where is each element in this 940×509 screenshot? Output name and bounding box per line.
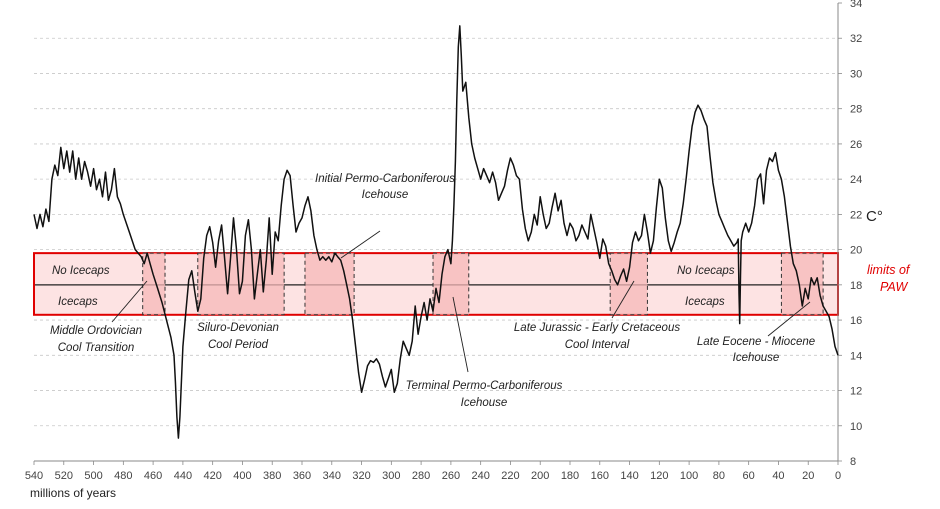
y-tick-label: 30: [850, 68, 862, 80]
paw-label-line-1: limits of: [867, 263, 911, 277]
icecaps-label-right: Icecaps: [685, 296, 725, 308]
x-tick-label: 500: [84, 470, 102, 482]
interval-label: Cool Interval: [565, 339, 630, 351]
x-tick-label: 440: [174, 470, 192, 482]
x-tick-label: 280: [412, 470, 430, 482]
cool-interval-fill: [142, 253, 166, 315]
x-tick-label: 220: [501, 470, 519, 482]
x-tick-label: 480: [114, 470, 132, 482]
interval-label: Icehouse: [733, 352, 780, 364]
y-tick-label: 32: [850, 33, 862, 45]
interval-label: Middle Ordovician: [50, 325, 142, 337]
axes: 8 10 12 14 16 18 20 22 24 26 28 30 32 34 540 520 500 480 4…: [25, 0, 862, 482]
x-tick-label: 300: [382, 470, 400, 482]
interval-label: Late Jurassic - Early Cretaceous: [514, 322, 680, 334]
x-tick-label: 0: [835, 470, 841, 482]
interval-label: Icehouse: [362, 189, 409, 201]
interval-label: Initial Permo-Carboniferous: [315, 173, 455, 185]
x-axis-label: millions of years: [30, 486, 116, 500]
x-tick-label: 340: [323, 470, 341, 482]
y-tick-label: 16: [850, 315, 862, 327]
interval-label: Late Eocene - Miocene: [697, 336, 815, 348]
gridlines: [34, 37, 838, 427]
x-tick-label: 360: [293, 470, 311, 482]
x-tick-label: 120: [650, 470, 668, 482]
x-tick-label: 380: [263, 470, 281, 482]
x-tick-label: 160: [591, 470, 609, 482]
annotations: Middle Ordovician Cool Transition Siluro-D…: [50, 173, 815, 409]
x-tick-label: 80: [713, 470, 725, 482]
interval-leader-line: [111, 280, 148, 323]
cool-interval-outline: [780, 252, 824, 316]
y-tick-label: 34: [850, 0, 862, 10]
y-tick-label: 24: [850, 174, 862, 186]
x-tick-label: 460: [144, 470, 162, 482]
interval-label: Icehouse: [461, 397, 508, 409]
interval-leader-line: [340, 230, 381, 259]
x-tick-label: 320: [352, 470, 370, 482]
y-tick-label: 20: [850, 245, 862, 257]
x-tick-label: 260: [442, 470, 460, 482]
x-tick-label: 100: [680, 470, 698, 482]
temperature-series: [33, 25, 839, 439]
y-axis-label: C°: [866, 208, 883, 225]
x-tick-label: 20: [802, 470, 814, 482]
y-tick-label: 28: [850, 104, 862, 116]
no-icecaps-label-left: No Icecaps: [52, 265, 110, 277]
cool-interval-outline: [197, 252, 285, 316]
y-tick-label: 22: [850, 209, 862, 221]
cool-interval-outline: [304, 252, 355, 316]
x-tick-label: 240: [471, 470, 489, 482]
temperature-line: [33, 25, 839, 439]
interval-label: Siluro-Devonian: [197, 322, 279, 334]
y-tick-label: 18: [850, 280, 862, 292]
y-tick-label: 14: [850, 350, 862, 362]
interval-leader-line: [611, 280, 635, 319]
interval-label: Cool Transition: [58, 342, 135, 354]
x-tick-label: 200: [531, 470, 549, 482]
interval-label: Cool Period: [208, 339, 269, 351]
x-tick-label: 420: [203, 470, 221, 482]
x-tick-label: 60: [743, 470, 755, 482]
x-tick-label: 180: [561, 470, 579, 482]
y-tick-label: 8: [850, 456, 856, 468]
paw-label-line-2: PAW: [880, 280, 909, 294]
x-tick-label: 520: [55, 470, 73, 482]
cool-interval-fill: [610, 253, 648, 315]
interval-leader-line: [452, 296, 469, 373]
y-tick-label: 26: [850, 139, 862, 151]
x-tick-label: 40: [772, 470, 784, 482]
no-icecaps-label-right: No Icecaps: [677, 265, 735, 277]
y-tick-label: 12: [850, 386, 862, 398]
y-tick-label: 10: [850, 421, 862, 433]
icecaps-label-left: Icecaps: [58, 296, 98, 308]
interval-leader-line: [767, 301, 811, 337]
interval-label: Terminal Permo-Carboniferous: [406, 380, 563, 392]
x-tick-label: 540: [25, 470, 43, 482]
cool-interval-fill: [197, 253, 285, 315]
x-tick-label: 140: [620, 470, 638, 482]
x-tick-label: 400: [233, 470, 251, 482]
